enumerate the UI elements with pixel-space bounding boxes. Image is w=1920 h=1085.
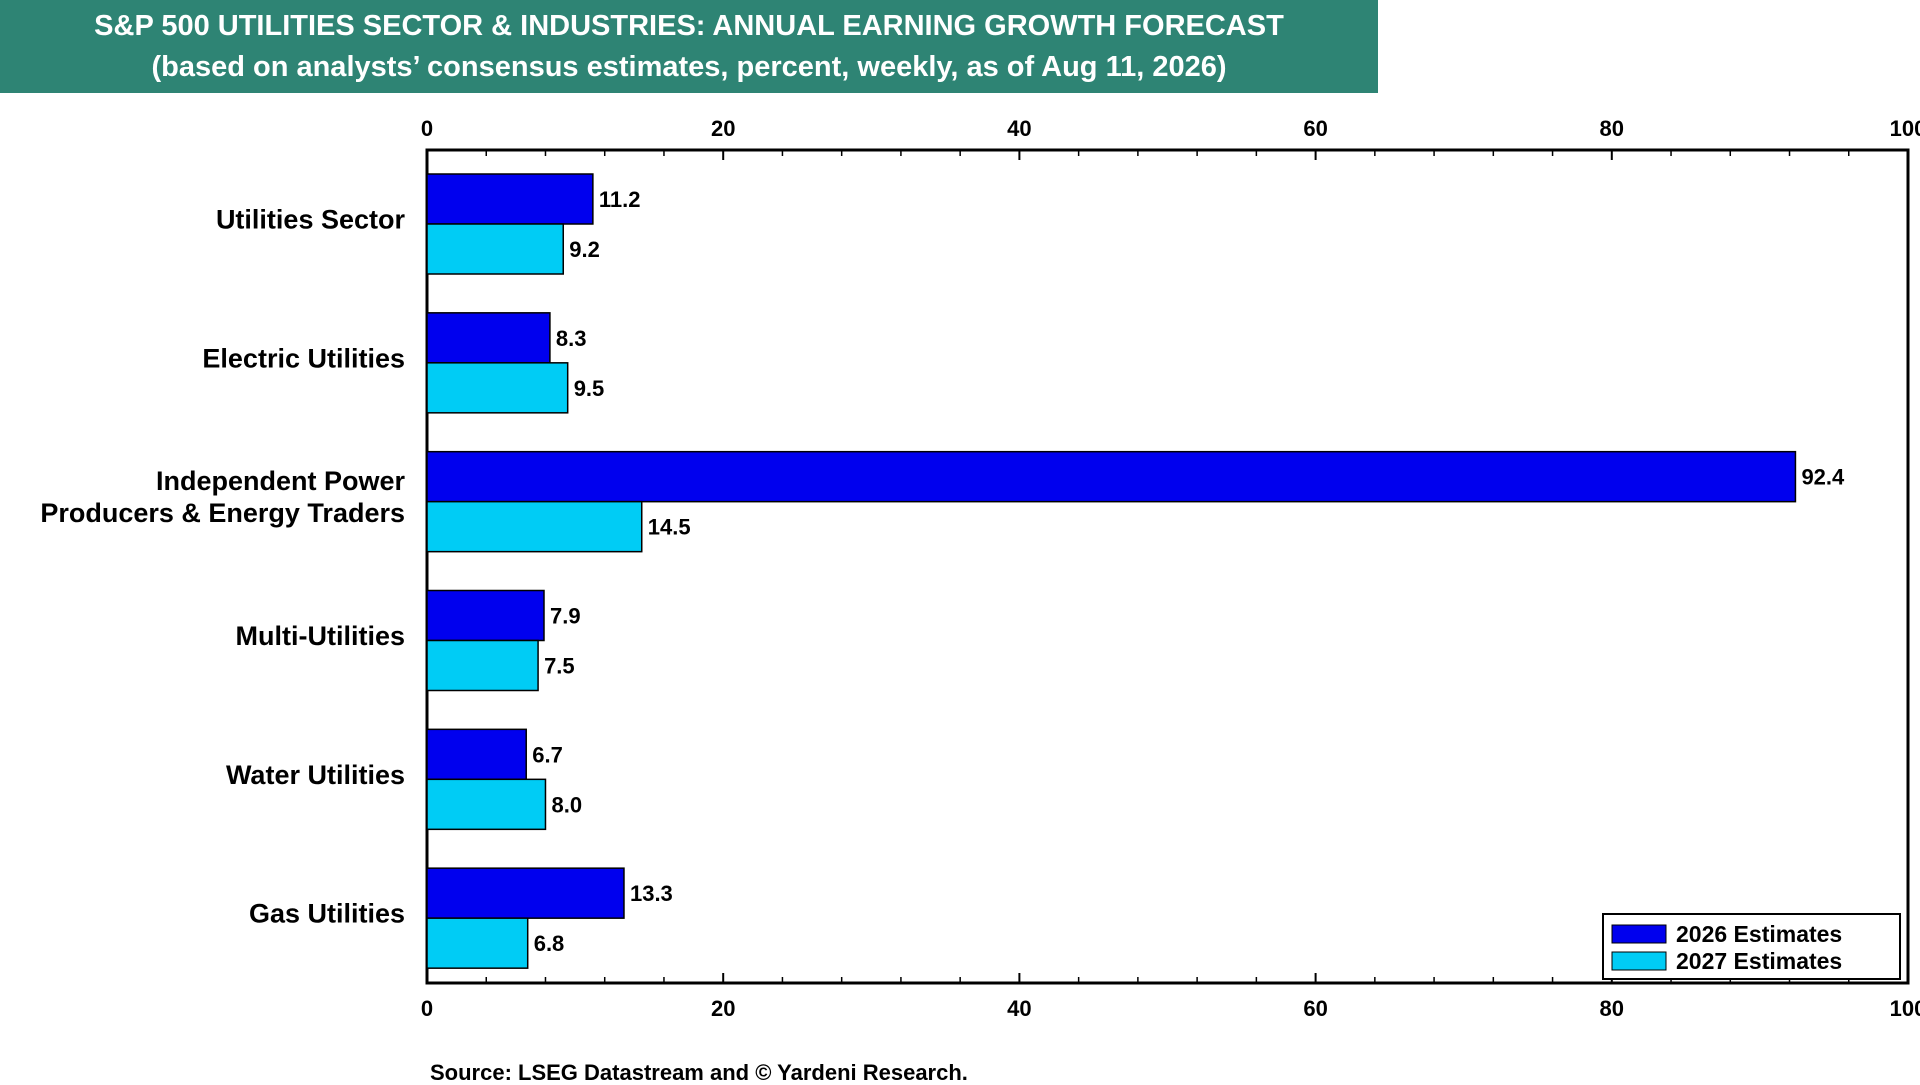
value-label: 9.2 xyxy=(569,237,600,262)
x-tick-label-bottom: 60 xyxy=(1303,996,1327,1021)
x-tick-label-top: 0 xyxy=(421,116,433,141)
x-tick-label-top: 60 xyxy=(1303,116,1327,141)
legend-label: 2027 Estimates xyxy=(1676,948,1842,974)
x-tick-label-top: 20 xyxy=(711,116,735,141)
legend-swatch xyxy=(1611,951,1667,971)
bars xyxy=(426,173,1797,969)
title-banner: S&P 500 UTILITIES SECTOR & INDUSTRIES: A… xyxy=(0,0,1378,93)
x-tick-label-bottom: 0 xyxy=(421,996,433,1021)
category-label: Independent Power xyxy=(156,466,406,496)
chart-subtitle: (based on analysts’ consensus estimates,… xyxy=(151,51,1227,83)
bar xyxy=(426,728,527,781)
bar xyxy=(426,450,1797,503)
category-label: Multi-Utilities xyxy=(236,621,406,651)
value-label: 7.5 xyxy=(544,654,575,679)
legend-swatch xyxy=(1611,924,1667,944)
x-tick-label-top: 100 xyxy=(1890,116,1920,141)
bar xyxy=(426,312,551,364)
legend-label: 2026 Estimates xyxy=(1676,921,1842,947)
value-label: 11.2 xyxy=(599,187,641,212)
x-tick-label-bottom: 40 xyxy=(1007,996,1031,1021)
bar xyxy=(426,639,539,692)
chart-title: S&P 500 UTILITIES SECTOR & INDUSTRIES: A… xyxy=(94,10,1284,42)
x-tick-label-bottom: 80 xyxy=(1600,996,1624,1021)
x-tick-label-bottom: 100 xyxy=(1890,996,1920,1021)
value-label: 8.3 xyxy=(556,326,587,351)
bar xyxy=(426,500,643,553)
x-tick-label-bottom: 20 xyxy=(711,996,735,1021)
bar xyxy=(426,867,625,919)
category-label: Utilities Sector xyxy=(216,204,406,234)
value-label: 9.5 xyxy=(574,376,605,401)
category-label: Electric Utilities xyxy=(202,343,405,373)
bar xyxy=(426,173,594,225)
x-tick-label-top: 40 xyxy=(1007,116,1031,141)
value-label: 8.0 xyxy=(551,792,582,817)
value-label: 14.5 xyxy=(648,515,691,540)
value-label: 6.7 xyxy=(532,742,563,767)
value-label: 13.3 xyxy=(630,881,673,906)
source-note: Source: LSEG Datastream and © Yardeni Re… xyxy=(430,1060,968,1085)
value-label: 6.8 xyxy=(534,931,565,956)
axes xyxy=(425,148,1910,985)
plot-frame xyxy=(425,148,1910,985)
bar xyxy=(426,589,545,642)
value-label: 92.4 xyxy=(1801,465,1845,490)
bar xyxy=(426,362,569,414)
value-label: 7.9 xyxy=(550,604,581,629)
category-label: Water Utilities xyxy=(226,760,405,790)
bar xyxy=(426,917,529,969)
bar xyxy=(426,778,547,831)
labels: 0 0 20 20 40 40 60 60 80 80 100 100 Utilities Sector… xyxy=(40,116,1920,1021)
category-label: Producers & Energy Traders xyxy=(40,498,405,528)
category-label: Gas Utilities xyxy=(249,899,405,929)
x-tick-label-top: 80 xyxy=(1600,116,1624,141)
bar xyxy=(426,223,565,275)
